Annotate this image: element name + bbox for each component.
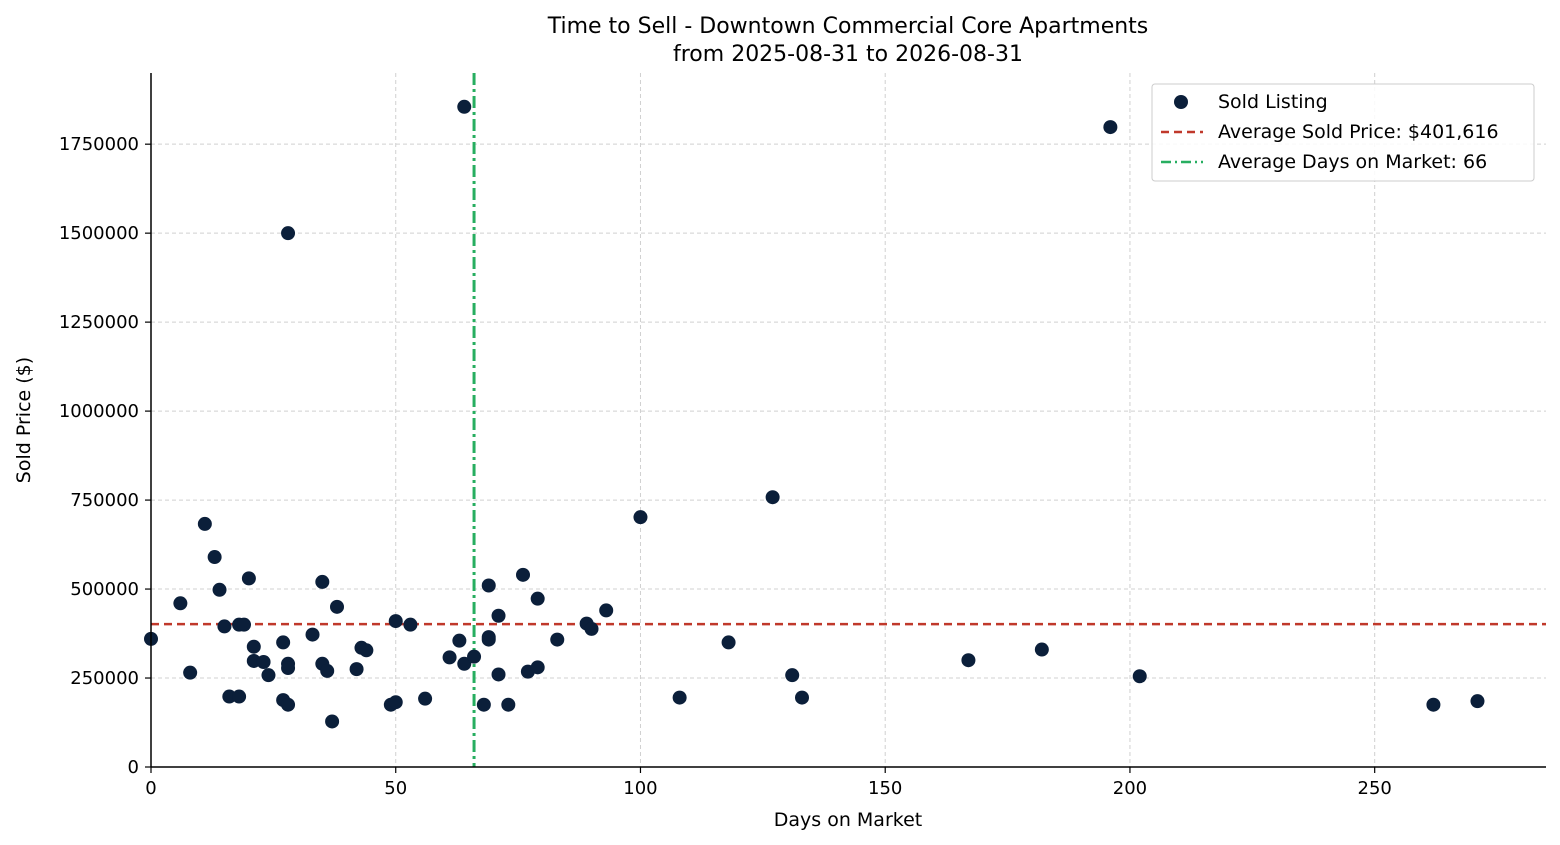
data-point — [481, 578, 496, 593]
y-tick-label: 1000000 — [59, 401, 139, 422]
x-tick-label: 100 — [623, 778, 657, 799]
data-point — [491, 608, 506, 623]
data-point — [1103, 120, 1118, 135]
data-point — [1132, 669, 1147, 684]
data-point — [173, 596, 188, 611]
data-point — [785, 668, 800, 683]
y-tick-label: 500000 — [70, 579, 139, 600]
data-point — [237, 617, 251, 632]
legend-box — [1151, 83, 1535, 182]
data-point — [388, 614, 403, 629]
data-point — [1034, 642, 1049, 657]
legend: Sold Listing Average Sold Price: $401,61… — [1151, 83, 1535, 182]
data-point — [320, 663, 335, 678]
data-point — [721, 635, 736, 650]
data-point — [261, 668, 276, 683]
data-point — [633, 510, 648, 525]
data-point — [232, 689, 247, 704]
data-point — [207, 550, 222, 565]
y-tick-label: 1750000 — [59, 134, 139, 155]
y-axis-ticks: 0 250000 500000 750000 1000000 1250000 1500000… — [59, 134, 151, 778]
data-points — [144, 99, 1485, 729]
data-point — [795, 690, 809, 705]
x-axis-label: Days on Market — [774, 809, 922, 831]
data-point — [457, 99, 472, 114]
grid — [151, 73, 1546, 767]
data-point — [516, 567, 530, 582]
data-point — [305, 627, 320, 642]
data-point — [550, 632, 565, 647]
data-point — [241, 571, 256, 586]
data-point — [197, 516, 212, 531]
data-point — [599, 603, 614, 618]
y-tick-label: 250000 — [70, 668, 139, 689]
chart-title: Time to Sell - Downtown Commercial Core … — [547, 14, 1149, 39]
data-point — [1426, 697, 1441, 712]
data-point — [276, 635, 291, 650]
legend-marker-sold-listing — [1174, 95, 1188, 109]
chart-subtitle: from 2025-08-31 to 2026-08-31 — [673, 42, 1023, 67]
x-axis-ticks: 0 50 100 150 200 250 — [145, 767, 1392, 799]
data-point — [330, 599, 344, 614]
data-point — [256, 655, 271, 670]
y-tick-label: 1500000 — [59, 223, 139, 244]
y-axis-label: Sold Price ($) — [13, 357, 35, 483]
data-point — [584, 621, 599, 636]
data-point — [349, 662, 364, 677]
data-point — [672, 690, 687, 705]
data-point — [222, 689, 237, 704]
data-point — [217, 619, 232, 634]
x-tick-label: 200 — [1113, 778, 1147, 799]
data-point — [467, 649, 482, 664]
data-point — [961, 653, 976, 668]
legend-label-sold-listing: Sold Listing — [1218, 91, 1328, 113]
data-point — [530, 660, 545, 675]
y-tick-label: 1250000 — [59, 312, 139, 333]
data-point — [325, 714, 340, 729]
data-point — [281, 697, 296, 712]
data-point — [359, 643, 374, 658]
data-point — [452, 633, 467, 648]
x-tick-label: 0 — [145, 778, 156, 799]
data-point — [442, 650, 457, 665]
data-point — [1470, 694, 1485, 709]
data-point — [246, 639, 261, 654]
legend-label-avg-price: Average Sold Price: $401,616 — [1218, 121, 1499, 143]
data-point — [388, 695, 403, 710]
data-point — [403, 617, 418, 632]
x-tick-label: 250 — [1358, 778, 1392, 799]
legend-label-avg-days: Average Days on Market: 66 — [1218, 151, 1487, 173]
data-point — [481, 632, 496, 647]
data-point — [183, 665, 198, 680]
y-tick-label: 0 — [128, 757, 139, 778]
data-point — [765, 490, 780, 505]
y-tick-label: 750000 — [70, 490, 139, 511]
data-point — [457, 656, 472, 671]
data-point — [491, 667, 506, 682]
data-point — [315, 574, 330, 589]
data-point — [418, 691, 433, 706]
data-point — [281, 661, 296, 676]
data-point — [212, 582, 227, 597]
data-point — [476, 697, 491, 712]
x-tick-label: 50 — [384, 778, 407, 799]
data-point — [530, 591, 545, 606]
x-tick-label: 150 — [868, 778, 902, 799]
data-point — [281, 226, 296, 241]
data-point — [501, 697, 516, 712]
